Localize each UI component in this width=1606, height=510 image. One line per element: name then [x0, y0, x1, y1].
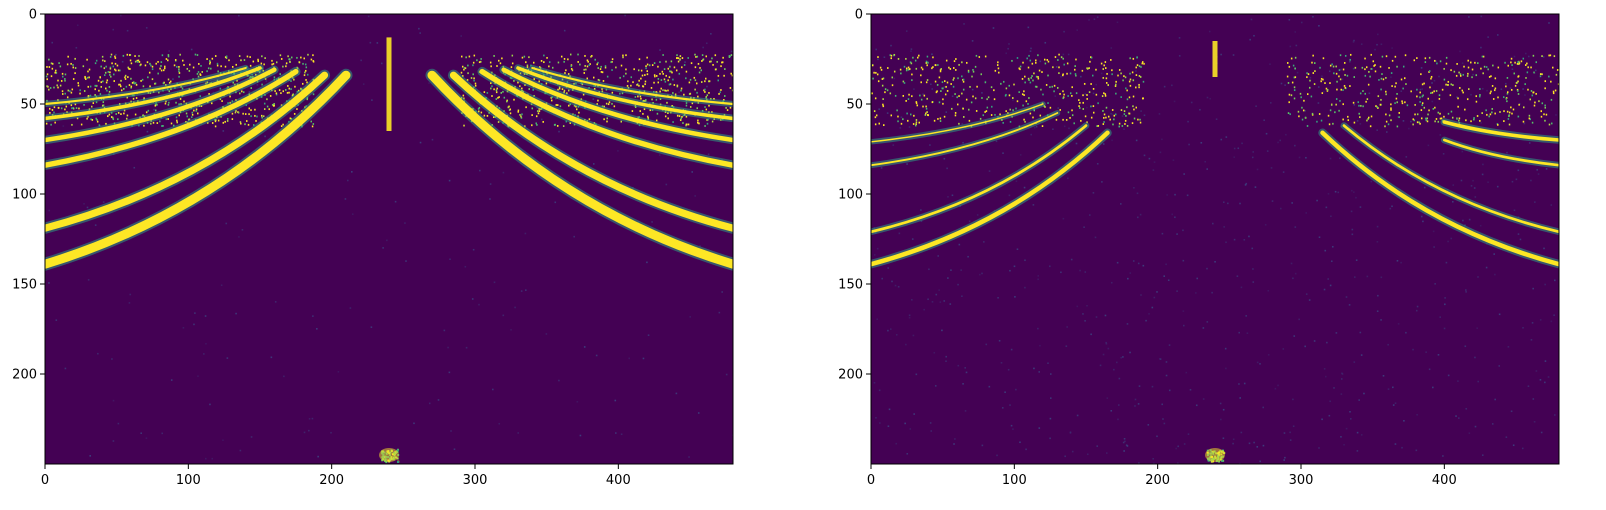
y-tick-label: 150 [12, 278, 37, 293]
y-tick-label: 200 [838, 368, 863, 383]
y-tick-label: 50 [20, 98, 37, 113]
arc-right-6 [1442, 120, 1559, 142]
heatmap-image [871, 15, 1559, 464]
arc-left-0 [45, 70, 351, 269]
x-tick-label: 200 [1145, 473, 1170, 488]
x-tick-label: 100 [176, 473, 201, 488]
arc-left-1 [871, 124, 1088, 234]
arc-right-9 [501, 67, 733, 143]
x-tick-label: 200 [319, 473, 344, 488]
blob-feature [379, 448, 399, 462]
arc-left-4 [45, 66, 262, 121]
x-tick-label: 100 [1002, 473, 1027, 488]
arc-left-2 [45, 68, 299, 168]
blob-feature [1205, 448, 1225, 462]
heatmap-background [871, 14, 1559, 464]
arc-left-3 [871, 103, 1044, 143]
x-tick-label: 300 [1289, 473, 1314, 488]
arc-left-0 [871, 130, 1110, 267]
arc-left-5 [45, 66, 247, 106]
heatmap-image [45, 14, 733, 464]
arc-left-1 [45, 71, 329, 232]
arc-left-2 [871, 112, 1059, 167]
arc-right-11 [531, 66, 733, 106]
y-tick-label: 100 [12, 188, 37, 203]
arc-right-6 [427, 70, 733, 269]
axes-frame [870, 13, 1560, 465]
y-tick-label: 0 [855, 8, 863, 23]
arc-right-8 [479, 68, 733, 168]
pole-feature [386, 37, 392, 131]
x-tick-label: 300 [463, 473, 488, 488]
x-tick-label: 0 [867, 473, 875, 488]
y-tick-label: 150 [838, 278, 863, 293]
arc-right-7 [1442, 138, 1559, 167]
pole-feature [1212, 41, 1218, 77]
arc-right-4 [1320, 130, 1559, 267]
x-tick-label: 0 [41, 473, 49, 488]
y-tick-label: 50 [846, 98, 863, 113]
heatmap-panel-left: 0 100 200 300 400 0 50 100 150 200 [12, 8, 734, 488]
x-tick-label: 400 [1432, 473, 1457, 488]
arc-right-5 [1342, 124, 1559, 234]
heatmap-panel-right: 0 100 200 300 400 0 50 100 150 200 [838, 8, 1560, 488]
arc-right-10 [516, 66, 733, 121]
y-tick-label: 100 [838, 188, 863, 203]
arc-right-7 [449, 71, 733, 232]
x-tick-label: 400 [606, 473, 631, 488]
axes-frame [44, 13, 734, 465]
y-tick-label: 0 [29, 8, 37, 23]
arc-left-3 [45, 67, 277, 143]
y-tick-label: 200 [12, 368, 37, 383]
